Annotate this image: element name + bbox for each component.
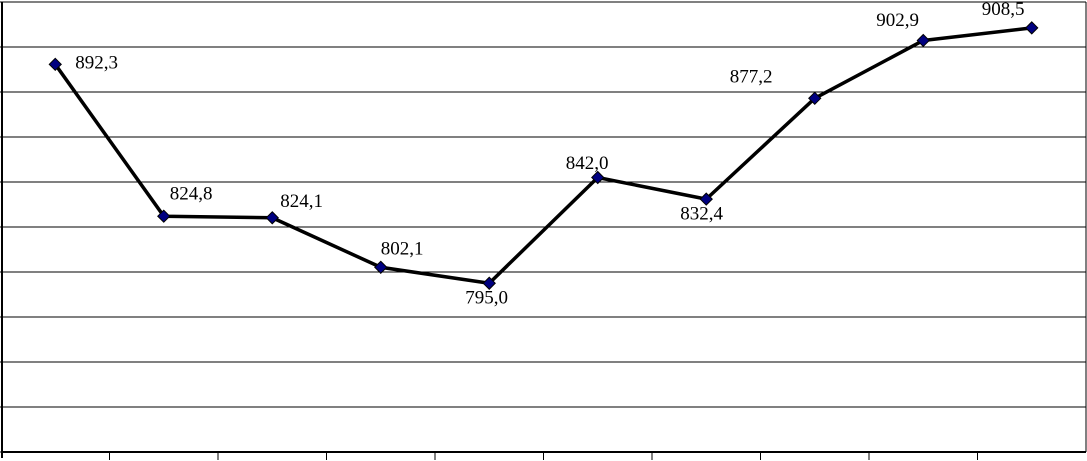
marker — [591, 170, 605, 185]
data-label: 842,0 — [566, 153, 609, 174]
marker — [157, 209, 171, 223]
data-label: 908,5 — [982, 0, 1025, 20]
marker — [808, 91, 822, 106]
data-label: 902,9 — [876, 10, 919, 31]
marker — [48, 57, 62, 72]
marker — [916, 33, 930, 48]
marker — [699, 192, 713, 206]
marker — [482, 276, 496, 290]
marker — [265, 211, 279, 225]
data-label: 832,4 — [680, 203, 723, 224]
data-label: 795,0 — [465, 288, 508, 309]
data-label: 892,3 — [75, 53, 118, 74]
marker — [374, 260, 388, 274]
data-label: 824,1 — [280, 191, 323, 212]
data-line — [53, 26, 1032, 285]
marker — [1025, 21, 1039, 35]
data-label: 802,1 — [381, 239, 424, 260]
data-label: 877,2 — [730, 67, 773, 88]
data-label: 824,8 — [170, 184, 213, 205]
